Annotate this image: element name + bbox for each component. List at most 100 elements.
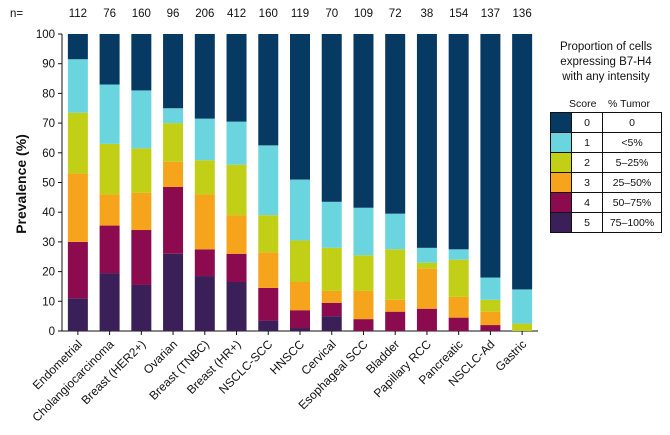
sample-size-label: 76 bbox=[103, 8, 116, 20]
legend-score: 2 bbox=[571, 152, 603, 173]
bar-segment-score-0 bbox=[290, 34, 310, 180]
sample-size-label: 136 bbox=[513, 8, 532, 20]
legend-score: 3 bbox=[571, 172, 603, 193]
legend-swatch bbox=[550, 212, 572, 233]
bar-segment-score-2 bbox=[416, 262, 437, 269]
bar-segment-score-5 bbox=[163, 253, 184, 331]
bar-segment-score-4 bbox=[194, 249, 215, 277]
legend-header-score: Score bbox=[569, 98, 597, 110]
bar-segment-score-4 bbox=[480, 325, 501, 331]
bar-segment-score-2 bbox=[512, 323, 533, 331]
bar-segment-score-4 bbox=[290, 310, 310, 329]
y-tick-label: 10 bbox=[42, 296, 55, 308]
bar-segment-score-3 bbox=[448, 296, 469, 318]
bar-segment-score-1 bbox=[258, 145, 279, 216]
sample-size-label: 109 bbox=[354, 8, 373, 20]
bar-segment-score-0 bbox=[226, 34, 247, 122]
bar-segment-score-5 bbox=[321, 316, 342, 331]
sample-size-label: 206 bbox=[195, 8, 214, 20]
bar-segment-score-4 bbox=[131, 230, 152, 285]
bar-segment-score-0 bbox=[131, 34, 152, 91]
legend-tumor-range: 0 bbox=[602, 112, 662, 133]
sample-size-label: 72 bbox=[389, 8, 402, 20]
y-tick-label: 0 bbox=[49, 326, 55, 338]
bar-segment-score-1 bbox=[480, 277, 501, 300]
legend-tumor-range: <5% bbox=[602, 132, 662, 153]
legend-score: 1 bbox=[571, 132, 603, 153]
legend-tumor-range: 5–25% bbox=[602, 152, 662, 173]
bar-segment-score-4 bbox=[448, 317, 469, 331]
bar-segment-score-2 bbox=[385, 249, 406, 300]
legend-score: 4 bbox=[571, 192, 603, 213]
bar-segment-score-1 bbox=[99, 84, 120, 144]
y-tick-label: 70 bbox=[42, 118, 55, 130]
bar-segment-score-1 bbox=[226, 121, 247, 165]
bar-segment-score-2 bbox=[448, 259, 469, 297]
bar-segment-score-0 bbox=[67, 34, 88, 60]
bar-segment-score-5 bbox=[131, 284, 152, 331]
bar-segment-score-3 bbox=[194, 194, 215, 250]
bar-segment-score-2 bbox=[99, 143, 120, 195]
bar-segment-score-3 bbox=[353, 290, 374, 320]
bar-segment-score-1 bbox=[194, 118, 215, 161]
bar-segment-score-1 bbox=[67, 59, 88, 113]
bar-segment-score-3 bbox=[258, 252, 279, 288]
bar-segment-score-0 bbox=[321, 34, 342, 202]
bar-segment-score-1 bbox=[163, 108, 184, 124]
bar-segment-score-2 bbox=[480, 299, 501, 312]
bar-segment-score-1 bbox=[321, 201, 342, 248]
bar-segment-score-4 bbox=[321, 302, 342, 317]
legend-swatch bbox=[550, 152, 572, 173]
bar-segment-score-3 bbox=[226, 215, 247, 254]
bar-segment-score-5 bbox=[258, 320, 279, 331]
bar-segment-score-3 bbox=[67, 173, 88, 242]
y-tick-label: 60 bbox=[42, 148, 55, 160]
bar-segment-score-4 bbox=[353, 319, 374, 331]
legend-swatch bbox=[550, 112, 572, 133]
sample-size-label: 137 bbox=[481, 8, 500, 20]
bar-segment-score-5 bbox=[290, 328, 310, 331]
y-tick-label: 20 bbox=[42, 267, 55, 279]
legend-row: 5 75–100% bbox=[550, 212, 662, 233]
sample-size-labels: n= 112 76 160 96 206 412 160 119 70 109 72 38 154 137 1… bbox=[10, 8, 532, 20]
bar-segment-score-3 bbox=[321, 290, 342, 303]
legend-tumor-range: 25–50% bbox=[602, 172, 662, 193]
n-prefix-label: n= bbox=[10, 8, 23, 20]
bar-segment-score-2 bbox=[226, 164, 247, 216]
bar-segment-score-3 bbox=[99, 194, 120, 226]
legend-swatch bbox=[550, 132, 572, 153]
sample-size-label: 70 bbox=[325, 8, 338, 20]
bar-segment-score-3 bbox=[480, 311, 501, 326]
bar-segment-score-1 bbox=[290, 179, 310, 241]
bar-segment-score-2 bbox=[290, 240, 310, 282]
category-label: Gastric bbox=[492, 337, 529, 374]
bar-segment-score-2 bbox=[67, 112, 88, 174]
bar-segment-score-0 bbox=[480, 34, 501, 278]
bar-segment-score-2 bbox=[163, 123, 184, 162]
bar-segment-score-5 bbox=[67, 298, 88, 331]
sample-size-label: 38 bbox=[421, 8, 434, 20]
y-tick-label: 100 bbox=[36, 29, 55, 41]
legend-title-line: with any intensity bbox=[562, 71, 650, 83]
legend-row: 3 25–50% bbox=[550, 172, 662, 193]
y-tick-label: 90 bbox=[42, 59, 55, 71]
sample-size-label: 112 bbox=[69, 8, 87, 20]
legend-score: 5 bbox=[571, 212, 603, 233]
legend-title: Proportion of cells expressing B7-H4 wit… bbox=[548, 40, 664, 85]
legend-row: 4 50–75% bbox=[550, 192, 662, 213]
y-tick-label: 50 bbox=[42, 178, 55, 190]
legend-swatch bbox=[550, 192, 572, 213]
bar-segment-score-2 bbox=[194, 160, 215, 195]
bar-segment-score-0 bbox=[258, 34, 279, 146]
legend-swatch bbox=[550, 172, 572, 193]
bar-segment-score-4 bbox=[163, 186, 184, 254]
legend-tumor-range: 50–75% bbox=[602, 192, 662, 213]
bar-segment-score-1 bbox=[416, 247, 437, 263]
bar-segment-score-0 bbox=[385, 34, 406, 214]
sample-size-label: 160 bbox=[259, 8, 278, 20]
bar-segment-score-4 bbox=[416, 308, 437, 331]
bar-segment-score-4 bbox=[226, 253, 247, 282]
sample-size-label: 412 bbox=[227, 8, 246, 20]
legend-title-line: Proportion of cells bbox=[559, 41, 653, 53]
